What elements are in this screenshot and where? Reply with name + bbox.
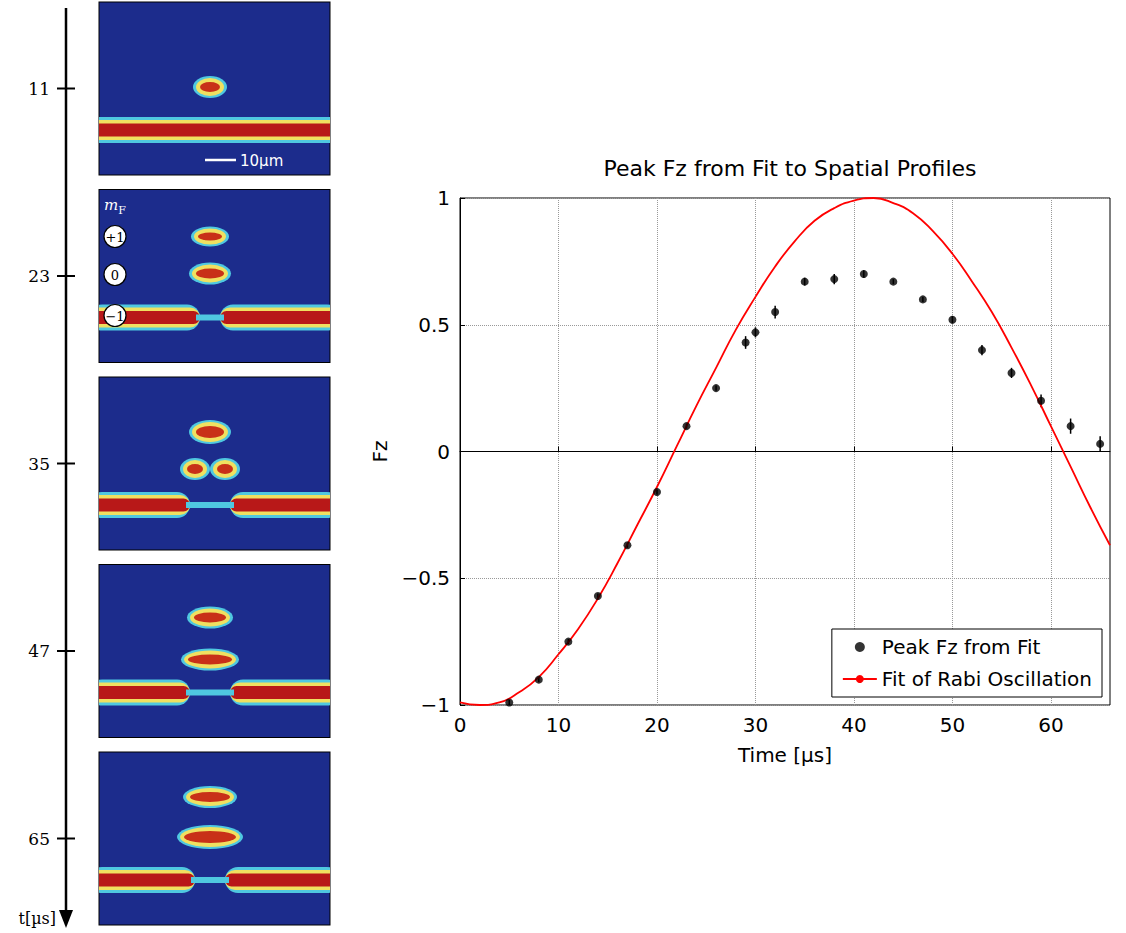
svg-text:50: 50: [940, 713, 965, 737]
svg-text:11: 11: [28, 79, 50, 99]
svg-text:20: 20: [644, 713, 669, 737]
svg-text:47: 47: [28, 641, 50, 661]
svg-text:+1: +1: [105, 230, 124, 245]
svg-text:0: 0: [111, 268, 119, 283]
svg-text:0.5: 0.5: [418, 313, 450, 337]
svg-text:30: 30: [743, 713, 768, 737]
svg-text:10µm: 10µm: [240, 152, 283, 170]
svg-text:23: 23: [28, 266, 50, 286]
svg-text:40: 40: [841, 713, 866, 737]
svg-text:−1: −1: [421, 693, 450, 717]
svg-text:mF: mF: [104, 196, 126, 217]
svg-text:Fz: Fz: [368, 440, 392, 462]
svg-text:−0.5: −0.5: [401, 566, 450, 590]
svg-text:Peak Fz from Fit: Peak Fz from Fit: [882, 635, 1041, 659]
svg-text:t[µs]: t[µs]: [18, 909, 56, 928]
svg-text:Time [µs]: Time [µs]: [737, 743, 832, 767]
svg-text:−1: −1: [105, 309, 124, 324]
svg-text:60: 60: [1038, 713, 1063, 737]
svg-text:Fit of Rabi Oscillation: Fit of Rabi Oscillation: [882, 667, 1092, 691]
svg-text:35: 35: [28, 454, 50, 474]
svg-text:Peak Fz from Fit to Spatial Pr: Peak Fz from Fit to Spatial Profiles: [603, 156, 976, 181]
svg-text:10: 10: [546, 713, 571, 737]
svg-text:0: 0: [454, 713, 467, 737]
svg-text:65: 65: [28, 829, 50, 849]
svg-text:0: 0: [437, 440, 450, 464]
svg-text:1: 1: [437, 186, 450, 210]
